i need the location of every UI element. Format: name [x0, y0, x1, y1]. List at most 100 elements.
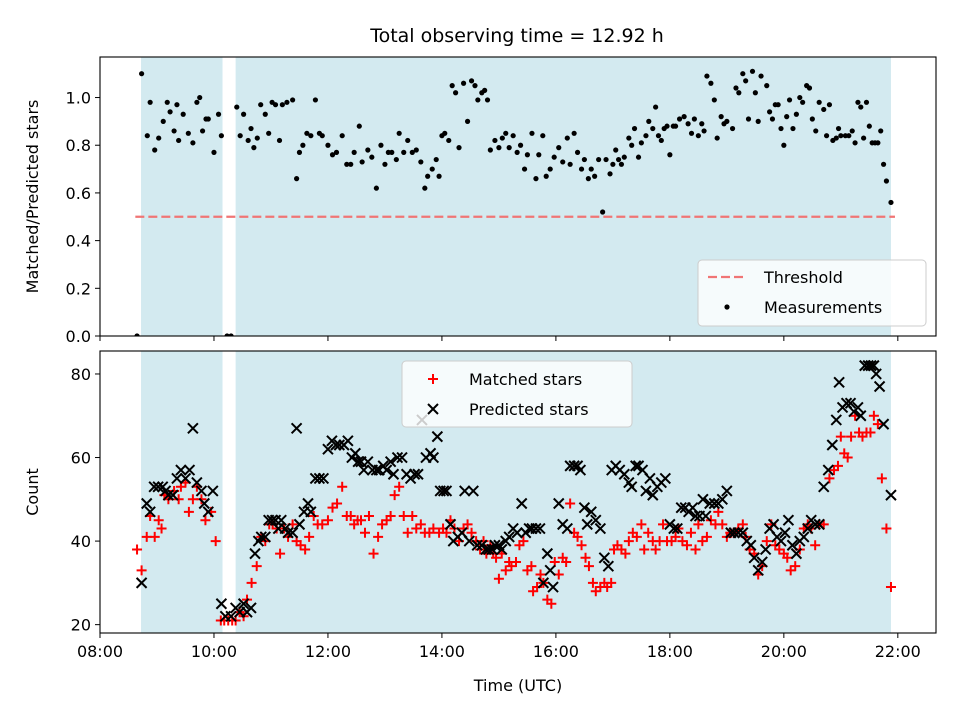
predicted-point — [822, 464, 835, 476]
measurement-point — [333, 149, 340, 155]
measurement-point — [514, 149, 520, 155]
predicted-point — [135, 577, 148, 589]
matched-point — [398, 511, 409, 522]
measurement-point — [456, 145, 462, 151]
measurement-point — [452, 90, 459, 96]
legend-label: Predicted stars — [469, 400, 589, 419]
matched-point — [583, 561, 594, 572]
predicted-point — [779, 527, 791, 539]
measurement-point — [564, 135, 570, 141]
predicted-point — [349, 447, 362, 460]
measurement-point — [436, 173, 442, 179]
predicted-point — [547, 581, 559, 593]
predicted-point — [752, 564, 764, 577]
predicted-point — [496, 543, 508, 556]
matched-point — [620, 548, 631, 559]
matched-point — [587, 577, 598, 588]
measurement-point — [319, 133, 325, 139]
measurement-point — [304, 130, 310, 136]
measurement-point — [875, 140, 881, 146]
matched-point — [561, 556, 572, 567]
matched-point — [304, 531, 315, 542]
measurement-point — [405, 137, 411, 144]
predicted-point — [534, 522, 546, 535]
predicted-point — [671, 522, 683, 535]
predicted-point — [387, 468, 400, 480]
matched-point — [842, 452, 853, 463]
matched-point — [576, 540, 587, 551]
measurement-point — [339, 133, 345, 139]
measurement-point — [800, 99, 806, 105]
x-tick-label: 12:00 — [305, 642, 351, 661]
predicted-point — [813, 518, 825, 531]
predicted-point — [618, 468, 630, 480]
measurement-point — [581, 156, 587, 163]
measurement-point — [655, 133, 662, 139]
measurement-point — [631, 125, 638, 132]
measurement-point — [749, 68, 756, 74]
matched-point — [761, 536, 772, 547]
matched-point — [650, 544, 661, 555]
x-tick-label: 08:00 — [77, 642, 123, 661]
measurement-point — [422, 185, 428, 191]
matched-point — [337, 481, 348, 492]
measurement-point — [449, 83, 455, 89]
measurement-point — [389, 149, 395, 155]
measurement-point — [701, 128, 707, 134]
matched-point — [701, 531, 712, 542]
predicted-point — [675, 501, 687, 514]
predicted-point — [786, 539, 799, 551]
measurement-point — [279, 102, 285, 108]
matched-point — [149, 531, 160, 542]
measurement-point — [433, 156, 439, 163]
matched-point — [782, 552, 793, 563]
predicted-point — [198, 497, 210, 510]
predicted-point — [384, 456, 397, 468]
matched-point — [332, 498, 343, 509]
measurement-point — [688, 130, 695, 136]
predicted-point — [537, 577, 550, 589]
predicted-point — [578, 501, 591, 514]
predicted-point — [541, 547, 554, 560]
measurement-point — [567, 161, 573, 167]
measurement-point — [852, 140, 858, 146]
predicted-point — [162, 489, 175, 501]
measurement-point — [258, 102, 264, 108]
x-tick-label: 10:00 — [191, 642, 237, 661]
measurement-point — [704, 73, 710, 79]
y-tick-label: 40 — [71, 532, 91, 551]
predicted-point — [659, 472, 672, 485]
predicted-point — [511, 527, 523, 539]
matched-point — [846, 431, 857, 442]
matched-point — [876, 473, 887, 484]
matched-point — [535, 569, 546, 580]
y-tick-label: 20 — [71, 616, 91, 635]
measurement-point — [266, 130, 272, 136]
predicted-point — [873, 380, 886, 393]
predicted-point — [868, 359, 880, 372]
predicted-point — [865, 359, 877, 372]
predicted-point — [302, 497, 314, 510]
measurement-point — [826, 102, 833, 108]
plot-area — [132, 351, 897, 633]
series-measurements — [134, 68, 894, 336]
measurement-point — [300, 142, 306, 148]
y-tick-label: 0.8 — [66, 136, 91, 155]
predicted-point — [885, 489, 897, 501]
measurement-point — [369, 154, 375, 160]
measurement-point — [382, 161, 388, 167]
measurement-point — [248, 125, 254, 132]
measurement-point — [329, 152, 336, 158]
matched-point — [466, 527, 477, 538]
predicted-point — [175, 464, 187, 476]
matched-point — [810, 540, 821, 551]
predicted-point — [515, 497, 528, 510]
legend-label: Matched stars — [469, 370, 582, 389]
measurement-point — [711, 97, 717, 103]
predicted-point — [313, 472, 326, 485]
predicted-point — [852, 401, 864, 414]
matched-point — [717, 519, 728, 530]
predicted-point — [471, 539, 483, 551]
measurement-point — [588, 166, 594, 172]
